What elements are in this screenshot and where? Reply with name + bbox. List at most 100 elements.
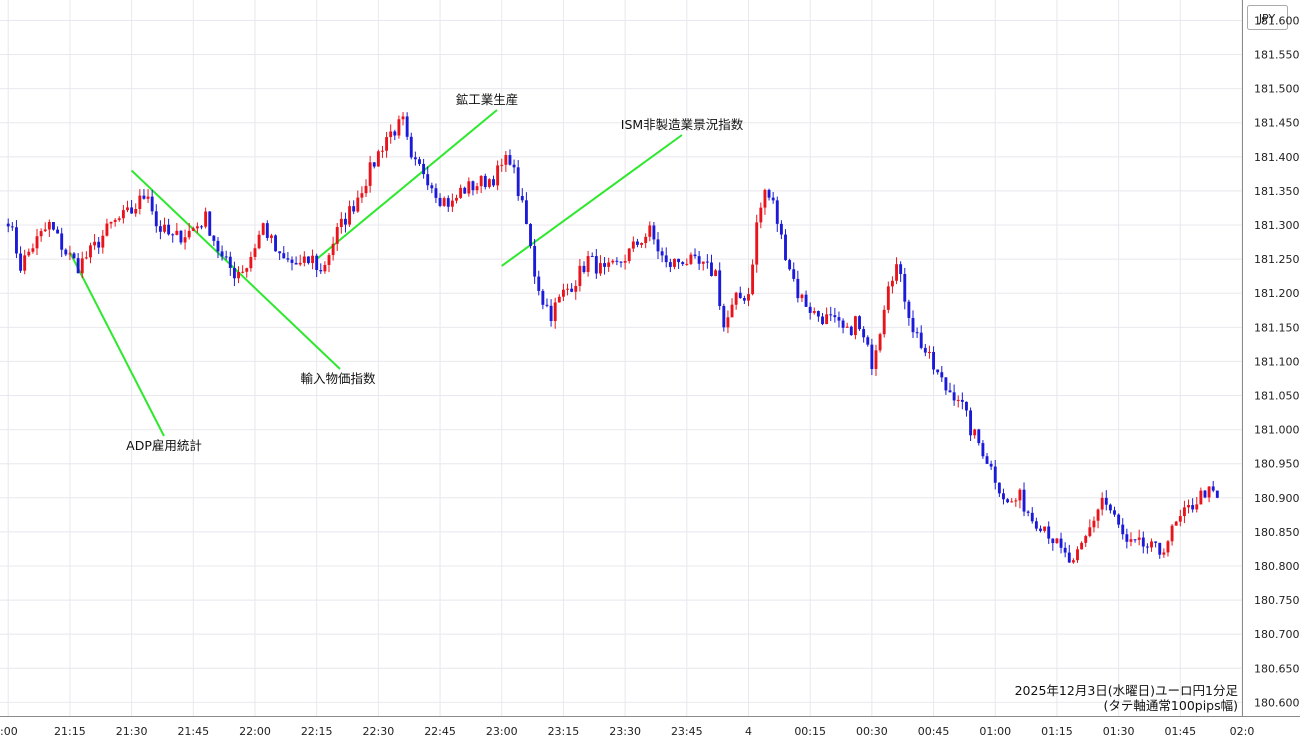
candle-body [648, 225, 652, 237]
candle [1158, 542, 1162, 559]
candle-body [426, 174, 430, 186]
candle [56, 226, 60, 234]
candle [895, 257, 898, 285]
candle [117, 216, 121, 222]
candle [919, 325, 923, 350]
candle-body [360, 193, 364, 198]
candle [1047, 521, 1051, 544]
candle [1076, 546, 1079, 563]
candle [689, 252, 693, 266]
candle-body [944, 377, 948, 391]
candle-body [557, 296, 561, 303]
candle [335, 222, 339, 251]
candle [779, 220, 783, 240]
candle-body [1076, 549, 1079, 561]
candle-body [812, 311, 816, 313]
candle-body [919, 332, 923, 348]
candle [825, 307, 829, 325]
candle-body [302, 256, 306, 263]
candle [524, 192, 528, 225]
candle-body [10, 226, 14, 228]
candle [833, 307, 837, 323]
candle-body [533, 245, 537, 277]
candle-body [364, 185, 368, 194]
candle-body [23, 255, 27, 271]
annotation-label: ISM非製造業景況指数 [621, 117, 744, 132]
candle [393, 129, 397, 141]
candle-body [821, 316, 824, 325]
candle [747, 287, 750, 307]
candle-body [627, 248, 631, 261]
candle [1125, 528, 1129, 549]
candle [183, 229, 187, 250]
candle-body [816, 311, 820, 317]
candle [1117, 513, 1121, 528]
candle [1191, 498, 1195, 513]
candle [936, 369, 940, 375]
candle-body [72, 253, 76, 259]
candle [434, 183, 438, 204]
candle [23, 249, 27, 275]
candle-body [767, 189, 771, 198]
candle-body [701, 261, 705, 264]
candle [496, 160, 500, 191]
candle-body [574, 285, 578, 292]
candle [89, 242, 92, 264]
candle-body [1125, 534, 1129, 542]
candle [685, 258, 689, 266]
candle-body [167, 224, 171, 235]
candle-body [455, 197, 458, 201]
candle-body [973, 429, 977, 436]
candle-body [286, 258, 290, 260]
candle [582, 261, 586, 274]
candle [422, 158, 426, 179]
x-tick-label: 00:45 [918, 725, 950, 738]
candle-body [705, 261, 709, 263]
candle-body [1150, 541, 1153, 548]
candle [1129, 532, 1133, 547]
candle-body [726, 317, 730, 328]
candle [697, 251, 701, 270]
x-tick-label: :00 [0, 725, 18, 738]
candle-body [578, 265, 582, 286]
candle-body [792, 269, 796, 279]
candle-body [1117, 514, 1121, 525]
candle-body [537, 276, 541, 291]
candle [664, 247, 668, 268]
candle [64, 248, 68, 257]
candle-body [130, 207, 134, 214]
candle-body [68, 253, 72, 255]
candle-body [932, 351, 935, 370]
candle [6, 218, 10, 233]
candle-body [1158, 542, 1162, 555]
chart-title: 2025年12月3日(水曜日)ユーロ円1分足 [1015, 683, 1239, 698]
candle [508, 149, 512, 166]
candle [738, 286, 742, 299]
candle-body [1121, 524, 1125, 535]
candle-body [598, 263, 602, 274]
y-tick-label: 181.500 [1254, 83, 1300, 96]
candle-body [1047, 526, 1051, 539]
candle-body [862, 329, 866, 338]
candle [1182, 500, 1186, 524]
candle [1137, 529, 1141, 546]
candle-body [607, 262, 611, 267]
candle-body [853, 316, 857, 336]
candle [1121, 518, 1125, 540]
candle-body [759, 207, 763, 223]
currency-label: JPY [1258, 12, 1276, 25]
candle-body [668, 262, 672, 267]
candle-body [84, 257, 88, 259]
candle-body [56, 229, 60, 234]
x-tick-label: 21:30 [116, 725, 148, 738]
candle [450, 193, 454, 212]
candle-body [660, 251, 664, 256]
candle-body [742, 298, 746, 301]
candle [397, 115, 401, 139]
candle-body [376, 151, 380, 167]
candle-body [200, 226, 203, 228]
candle-body [1071, 560, 1075, 563]
x-tick-label: 23:15 [548, 725, 580, 738]
candle-body [150, 196, 154, 212]
candle-body [290, 259, 294, 263]
